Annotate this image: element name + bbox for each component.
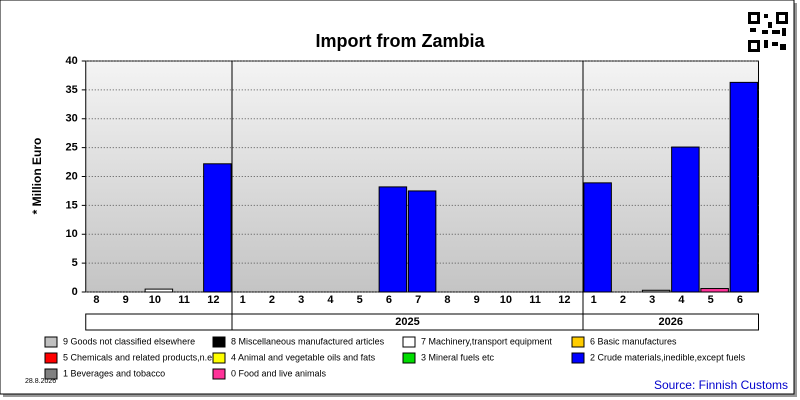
- y-tick-label: 35: [66, 84, 78, 96]
- x-tick-label: 4: [678, 294, 685, 306]
- legend-swatch: [402, 336, 416, 348]
- legend-swatch: [44, 368, 58, 380]
- legend-label: 4 Animal and vegetable oils and fats: [231, 352, 376, 362]
- qr-code: [748, 12, 788, 52]
- x-tick-label: 10: [149, 294, 161, 306]
- x-tick-label: 11: [178, 294, 190, 306]
- x-tick-label: 9: [474, 294, 480, 306]
- legend-label: 8 Miscellaneous manufactured articles: [231, 336, 385, 346]
- x-tick-label: 10: [500, 294, 512, 306]
- legend-label: 7 Machinery,transport equipment: [421, 336, 552, 346]
- year-row: [85, 313, 759, 331]
- y-axis-label: * Million Euro: [30, 138, 44, 215]
- y-tick-label: 30: [66, 113, 78, 125]
- x-tick-label: 8: [93, 294, 99, 306]
- x-tick-label: 6: [386, 294, 392, 306]
- legend-swatch: [212, 352, 226, 364]
- bar: [671, 146, 700, 293]
- legend-label: 1 Beverages and tobacco: [63, 368, 165, 378]
- y-tick-label: 15: [66, 199, 78, 211]
- y-tick-label: 10: [66, 228, 78, 240]
- legend-swatch: [571, 352, 585, 364]
- y-tick-label: 40: [66, 55, 78, 67]
- date-note: 28.8.2026: [25, 378, 56, 385]
- legend-swatch: [212, 368, 226, 380]
- x-tick-label: 12: [558, 294, 570, 306]
- x-tick-label: 2: [269, 294, 275, 306]
- x-tick-label: 2: [620, 294, 626, 306]
- legend-swatch: [571, 336, 585, 348]
- bar: [378, 186, 408, 293]
- chart-title: Import from Zambia: [315, 31, 485, 51]
- legend-label: 3 Mineral fuels etc: [421, 352, 495, 362]
- legend-swatch: [44, 352, 58, 364]
- y-tick-label: 20: [66, 170, 78, 182]
- x-tick-label: 4: [327, 294, 334, 306]
- x-tick-label: 1: [240, 294, 246, 306]
- y-tick-label: 5: [72, 257, 78, 269]
- year-label: 2025: [395, 316, 419, 328]
- legend-label: 6 Basic manufactures: [590, 336, 677, 346]
- x-tick-label: 8: [444, 294, 450, 306]
- x-tick-label: 5: [708, 294, 714, 306]
- x-tick-label: 1: [591, 294, 597, 306]
- bar: [203, 163, 232, 293]
- y-tick-label: 0: [72, 286, 78, 298]
- legend-swatch: [402, 352, 416, 364]
- y-tick-label: 25: [66, 142, 78, 154]
- bar: [583, 182, 612, 293]
- x-tick-label: 6: [737, 294, 743, 306]
- bar: [729, 81, 759, 293]
- x-tick-label: 11: [529, 294, 541, 306]
- source: Source: Finnish Customs: [654, 378, 788, 392]
- year-label: 2026: [659, 316, 683, 328]
- x-tick-label: 9: [123, 294, 129, 306]
- bar: [641, 289, 671, 293]
- legend-label: 2 Crude materials,inedible,except fuels: [590, 352, 746, 362]
- x-tick-label: 3: [649, 294, 655, 306]
- x-tick-label: 3: [298, 294, 304, 306]
- bar: [700, 288, 729, 293]
- legend-label: 9 Goods not classified elsewhere: [63, 336, 195, 346]
- legend-label: 0 Food and live animals: [231, 368, 327, 378]
- legend-label: 5 Chemicals and related products,n.e.s.: [63, 352, 222, 362]
- bar: [144, 288, 174, 293]
- legend-swatch: [212, 336, 226, 348]
- x-tick-label: 5: [357, 294, 363, 306]
- legend-swatch: [44, 336, 58, 348]
- x-tick-label: 12: [207, 294, 219, 306]
- bar: [407, 190, 437, 293]
- x-tick-label: 7: [415, 294, 421, 306]
